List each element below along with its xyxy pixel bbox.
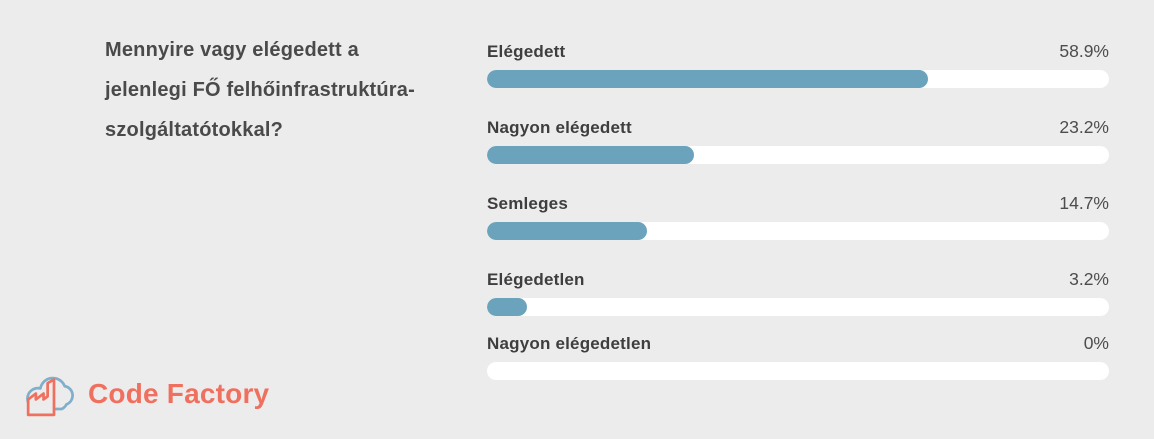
chart-row-head: Elégedetlen 3.2%	[487, 268, 1109, 291]
category-label: Nagyon elégedett	[487, 118, 632, 137]
poll-question: Mennyire vagy elégedett a jelenlegi FŐ f…	[105, 39, 415, 141]
chart-row: Nagyon elégedett 23.2%	[487, 116, 1109, 164]
bar-track	[487, 146, 1109, 164]
chart-row: Elégedetlen 3.2%	[487, 268, 1109, 316]
percentage-value: 58.9%	[1059, 41, 1109, 61]
chart-row-head: Nagyon elégedett 23.2%	[487, 116, 1109, 139]
chart-row: Nagyon elégedetlen 0%	[487, 332, 1109, 380]
chart-row-head: Nagyon elégedetlen 0%	[487, 332, 1109, 355]
poll-results-chart: Elégedett 58.9% Nagyon elégedett 23.2% Semle…	[487, 40, 1109, 380]
logo-text: Code Factory	[88, 378, 270, 409]
bar-track	[487, 222, 1109, 240]
bar-fill	[487, 298, 527, 316]
chart-row: Elégedett 58.9%	[487, 40, 1109, 88]
chart-row-head: Elégedett 58.9%	[487, 40, 1109, 63]
cloud-factory-icon	[26, 376, 74, 417]
category-label: Semleges	[487, 194, 568, 213]
chart-row-head: Semleges 14.7%	[487, 192, 1109, 215]
bar-fill	[487, 70, 928, 88]
percentage-value: 14.7%	[1059, 193, 1109, 213]
category-label: Nagyon elégedetlen	[487, 334, 652, 353]
category-label: Elégedett	[487, 42, 566, 61]
percentage-value: 23.2%	[1059, 117, 1109, 137]
percentage-value: 3.2%	[1069, 269, 1109, 289]
logo: Code Factory	[20, 367, 269, 421]
percentage-value: 0%	[1083, 333, 1109, 353]
bar-fill	[487, 222, 647, 240]
bar-track	[487, 298, 1109, 316]
bar-track	[487, 70, 1109, 88]
category-label: Elégedetlen	[487, 270, 585, 289]
bar-fill	[487, 146, 695, 164]
bar-track	[487, 362, 1109, 380]
chart-row: Semleges 14.7%	[487, 192, 1109, 240]
